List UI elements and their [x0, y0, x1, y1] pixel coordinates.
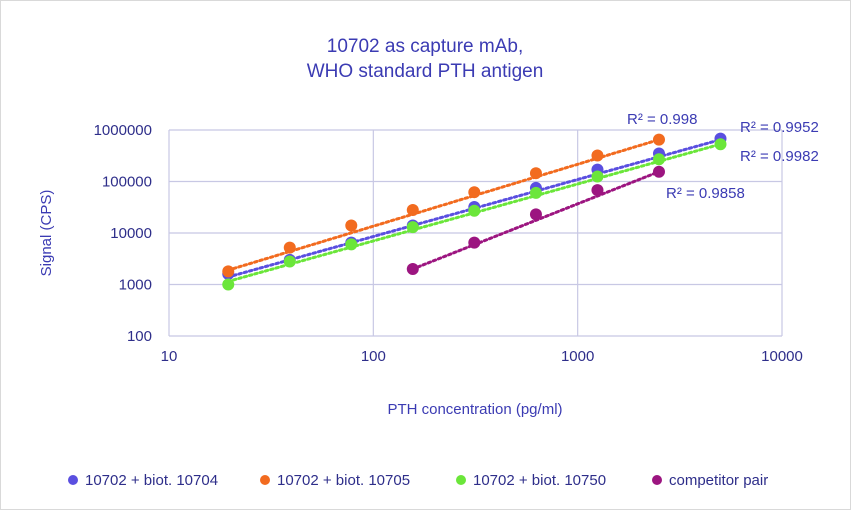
data-point-series-3 [714, 138, 727, 151]
y-axis-label: Signal (CPS) [38, 190, 55, 277]
data-point-series-2 [283, 241, 296, 254]
data-point-series-2 [529, 167, 542, 180]
legend-label: 10702 + biot. 10704 [85, 472, 218, 489]
legend-item-4: competitor pair [652, 472, 768, 489]
x-axis-label: PTH concentration (pg/ml) [387, 401, 562, 418]
grid [168, 129, 783, 337]
x-tick-label: 1000 [561, 348, 594, 365]
legend-label: competitor pair [669, 472, 768, 489]
r-squared-series-4: R² = 0.9858 [666, 185, 745, 202]
chart-title: 10702 as capture mAb, WHO standard PTH a… [307, 36, 544, 82]
data-point-series-3 [283, 255, 296, 268]
data-points [222, 132, 727, 291]
data-point-series-3 [591, 170, 604, 183]
data-point-series-2 [652, 133, 665, 146]
r-squared-series-3: R² = 0.9982 [740, 148, 819, 165]
y-tick-label: 1000 [119, 277, 152, 294]
data-point-series-4 [406, 262, 419, 275]
data-point-series-4 [529, 208, 542, 221]
data-point-series-4 [468, 236, 481, 249]
data-point-series-3 [222, 278, 235, 291]
y-tick-label: 100000 [102, 174, 152, 191]
data-point-series-3 [652, 153, 665, 166]
chart-title-line-1: 10702 as capture mAb, [327, 36, 523, 57]
y-tick-label: 100 [127, 328, 152, 345]
data-point-series-3 [529, 186, 542, 199]
r-squared-labels: R² = 0.9952 R² = 0.998 R² = 0.9982 R² = 0.9… [627, 111, 819, 202]
y-tick-label: 10000 [110, 225, 152, 242]
data-point-series-4 [591, 184, 604, 197]
r-squared-series-2: R² = 0.998 [627, 111, 697, 128]
x-tick-label: 10 [161, 348, 178, 365]
tick-labels: 100 1000 10000 100000 1000000 10 100 1000 10000 [94, 122, 803, 365]
legend-marker [456, 475, 466, 485]
legend-marker [652, 475, 662, 485]
data-point-series-3 [468, 204, 481, 217]
legend-marker [260, 475, 270, 485]
r-squared-series-1: R² = 0.9952 [740, 119, 819, 136]
legend-item-2: 10702 + biot. 10705 [260, 472, 410, 489]
data-point-series-3 [345, 238, 358, 251]
trendline-series-2 [226, 138, 661, 272]
data-point-series-2 [406, 203, 419, 216]
data-point-series-4 [652, 165, 665, 178]
x-tick-label: 100 [361, 348, 386, 365]
legend-label: 10702 + biot. 10750 [473, 472, 606, 489]
data-point-series-2 [468, 186, 481, 199]
data-point-series-3 [406, 221, 419, 234]
data-point-series-2 [591, 149, 604, 162]
data-point-series-2 [345, 219, 358, 232]
legend-marker [68, 475, 78, 485]
legend-label: 10702 + biot. 10705 [277, 472, 410, 489]
data-point-series-2 [222, 265, 235, 278]
legend-item-1: 10702 + biot. 10704 [68, 472, 218, 489]
chart-title-line-2: WHO standard PTH antigen [307, 61, 544, 82]
legend: 10702 + biot. 10704 10702 + biot. 10705 10… [68, 472, 768, 489]
x-tick-label: 10000 [761, 348, 803, 365]
legend-item-3: 10702 + biot. 10750 [456, 472, 606, 489]
y-tick-label: 1000000 [94, 122, 152, 139]
